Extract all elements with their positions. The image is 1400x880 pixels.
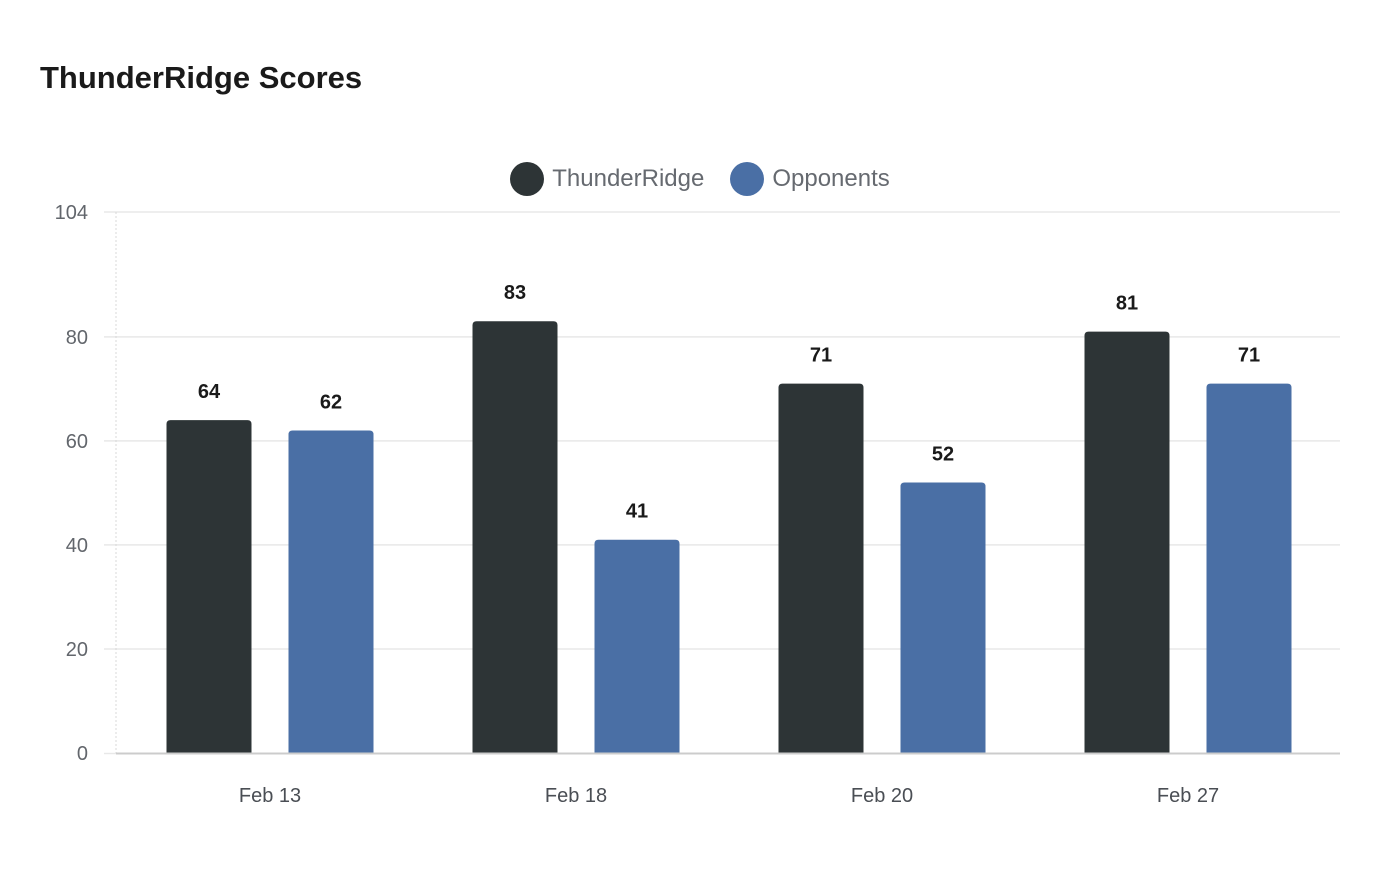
y-axis: 0 20 40 60 80 104 <box>55 202 117 765</box>
y-tick-label: 80 <box>66 327 88 349</box>
bar-opponents-feb-20[interactable] <box>900 482 986 754</box>
legend-swatch-thunderridge-icon <box>510 162 545 196</box>
data-label: 64 <box>198 381 221 403</box>
y-tick-label: 60 <box>66 431 88 453</box>
bar-opponents-feb-27[interactable] <box>1206 383 1292 753</box>
legend: ThunderRidge Opponents <box>0 162 1400 196</box>
data-label: 62 <box>320 391 342 413</box>
x-tick-label: Feb 20 <box>851 785 913 807</box>
bar-thunderridge-feb-20[interactable] <box>778 383 864 753</box>
x-tick-label: Feb 18 <box>545 785 607 807</box>
legend-item-opponents[interactable]: Opponents <box>730 162 890 196</box>
x-axis: Feb 13 Feb 18 Feb 20 Feb 27 <box>104 752 1340 807</box>
legend-swatch-opponents-icon <box>730 162 765 196</box>
data-label: 71 <box>1238 345 1260 367</box>
bar-thunderridge-feb-13[interactable] <box>166 420 252 753</box>
bar-opponents-feb-18[interactable] <box>594 539 680 753</box>
legend-item-thunderridge[interactable]: ThunderRidge <box>510 162 704 196</box>
data-label: 83 <box>504 282 526 304</box>
data-label: 52 <box>932 444 954 466</box>
bar-thunderridge-feb-27[interactable] <box>1084 331 1170 753</box>
legend-label: ThunderRidge <box>552 165 705 192</box>
y-tick-label: 104 <box>55 202 88 224</box>
y-tick-label: 0 <box>77 743 88 765</box>
data-label: 71 <box>810 345 832 367</box>
chart-title: ThunderRidge Scores <box>40 60 363 95</box>
bar-thunderridge-feb-18[interactable] <box>472 321 558 753</box>
x-tick-label: Feb 27 <box>1157 785 1219 807</box>
bars: 64 62 83 41 71 52 81 71 <box>166 282 1292 754</box>
data-label: 81 <box>1116 293 1138 315</box>
y-tick-label: 40 <box>66 535 88 557</box>
y-tick-label: 20 <box>66 639 88 661</box>
x-tick-label: Feb 13 <box>239 785 301 807</box>
bar-opponents-feb-13[interactable] <box>288 430 374 753</box>
legend-label: Opponents <box>772 165 890 192</box>
data-label: 41 <box>626 501 648 523</box>
